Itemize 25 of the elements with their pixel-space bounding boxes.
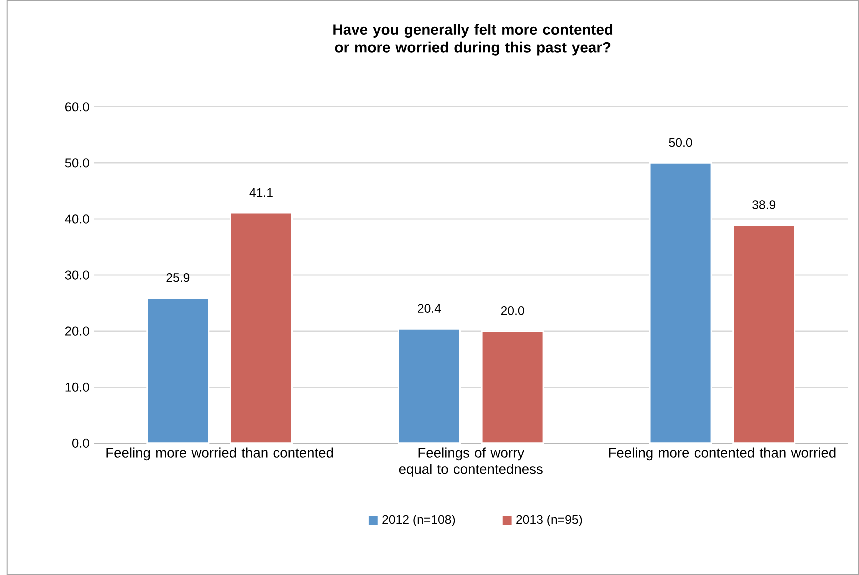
data-label: 50.0 [669, 138, 692, 147]
y-tick-label: 60.0 [65, 102, 90, 112]
data-label: 25.9 [166, 273, 190, 282]
data-label: 20.0 [501, 306, 524, 316]
x-tick-label: Feelings of worry equal to contentedness [399, 448, 543, 477]
y-tick-label: 20.0 [65, 326, 90, 336]
bar [481, 330, 544, 444]
y-tick-label: 50.0 [65, 158, 90, 168]
bar [230, 212, 293, 444]
y-tick-label: 0.0 [72, 438, 90, 448]
y-tick-label: 30.0 [65, 270, 90, 280]
x-tick-label: Feeling more contented than worried [609, 448, 836, 460]
bar [649, 162, 712, 444]
chart-title: Have you generally felt more contented or more worried during this past year? [334, 24, 613, 56]
bar [732, 224, 796, 444]
bar [398, 328, 461, 444]
x-tick-label: Feeling more worried than contented [106, 448, 334, 460]
data-label: 41.1 [250, 188, 273, 197]
legend-label: 2012 (n=108) [382, 514, 456, 526]
data-label: 20.4 [418, 304, 442, 313]
data-label: 38.9 [752, 200, 776, 210]
bar [146, 297, 210, 444]
y-tick-label: 10.0 [66, 382, 90, 392]
y-tick-label: 40.0 [65, 214, 90, 224]
legend-label: 2013 (n=95) [516, 514, 582, 526]
